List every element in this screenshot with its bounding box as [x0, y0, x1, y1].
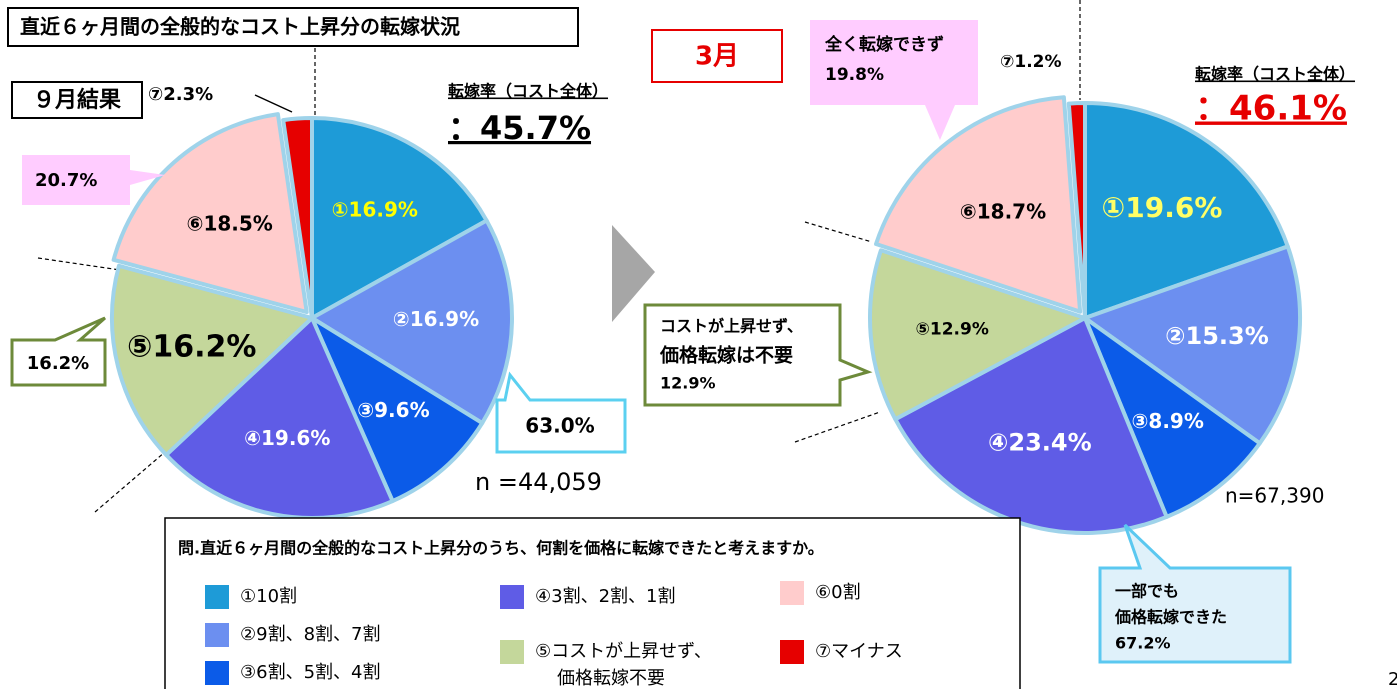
callout-text: 63.0%: [525, 414, 594, 438]
legend-label: ①10割: [240, 586, 297, 607]
legend-swatch: [500, 640, 524, 664]
legend-box: [164, 517, 1021, 689]
callout: [810, 20, 978, 140]
legend: ①10割 ②9割、8割、7割 ③6割、5割、4割 ④3割、2割、1割 ⑤コストが上昇せず…: [205, 581, 903, 689]
callout-text: 16.2%: [27, 353, 89, 374]
slice-label: ①19.6%: [1102, 191, 1223, 224]
callout: [495, 371, 627, 454]
pie-slice: [310, 116, 489, 320]
slice-label: ⑤12.9%: [915, 319, 988, 339]
callout-text: コストが上昇せず、: [660, 317, 803, 336]
slice-label: ⑤16.2%: [127, 330, 256, 365]
rate-title: 転嫁率（コスト全体）: [1195, 65, 1355, 84]
legend-label: ⑤コストが上昇せず、: [535, 641, 712, 662]
title: 直近６ヶ月間の全般的なコスト上昇分の転嫁状況: [20, 15, 460, 39]
pie-slice: [1066, 101, 1087, 320]
pie-slice: [164, 316, 395, 520]
decorations: [37, 0, 1081, 513]
chart-label: ９月結果: [33, 87, 121, 113]
slice-label: ④23.4%: [988, 428, 1092, 456]
pie-slice: [868, 248, 1087, 422]
slice-label: ④19.6%: [244, 426, 330, 450]
callout-text: 価格転嫁できた: [1114, 608, 1227, 627]
callout-text: 一部でも: [1115, 582, 1179, 601]
title-box: [7, 7, 579, 47]
callout: [1098, 523, 1292, 664]
slice-label: ②16.9%: [393, 307, 479, 331]
legend-swatch: [500, 585, 524, 609]
pies: ①16.9% ②16.9% ③9.6% ④19.6% ⑤16.2% ⑥18.5% ⑦2.3%…: [110, 52, 1302, 535]
legend-label: ②9割、8割、7割: [240, 624, 381, 645]
slice-label: ②15.3%: [1165, 322, 1269, 350]
pie-slice: [310, 218, 514, 426]
pie-slice: [111, 112, 309, 315]
slice-label: ⑥18.7%: [960, 199, 1046, 223]
slice-label: ⑦2.3%: [148, 84, 213, 105]
legend-label: ⑦マイナス: [815, 641, 903, 662]
n-label: n =44,059: [475, 468, 602, 496]
callout-text: 価格転嫁は不要: [659, 344, 793, 367]
chart-label: 3月: [695, 42, 739, 72]
legend-swatch: [780, 640, 804, 664]
legend-swatch: [205, 585, 229, 609]
callout: [22, 155, 165, 205]
arrow: [612, 225, 655, 322]
callout-text: 12.9%: [660, 374, 716, 393]
callout: [10, 316, 107, 387]
legend-label: ⑥0割: [815, 582, 861, 603]
label-box: [11, 81, 143, 119]
slice-label: ③9.6%: [357, 398, 429, 422]
slice-label: ⑥18.5%: [187, 212, 273, 236]
n-label: n=67,390: [1225, 484, 1324, 508]
slice-label: ③8.9%: [1131, 409, 1203, 433]
rate: ：45.7%: [448, 109, 591, 147]
leader-line: [254, 94, 293, 113]
legend-swatch: [205, 661, 229, 685]
legend-label: ③6割、5割、4割: [240, 662, 381, 683]
callout-text: 67.2%: [1115, 634, 1171, 653]
legend-label: ④3割、2割、1割: [535, 586, 676, 607]
legend-swatch: [780, 581, 804, 605]
legend-question: 問.直近６ヶ月間の全般的なコスト上昇分のうち、何割を価格に転嫁できたと考えますか…: [178, 539, 824, 558]
pie-slice: [110, 263, 314, 457]
pie-slice: [1083, 316, 1262, 519]
pie-slice: [1083, 244, 1302, 446]
pie-slice: [874, 95, 1083, 314]
legend-swatch: [205, 623, 229, 647]
rate-title: 転嫁率（コスト全体）: [448, 82, 608, 101]
slice-label: ⑦1.2%: [1000, 52, 1062, 72]
pie-slice: [310, 316, 485, 504]
callout: [643, 303, 873, 407]
label-box: [651, 29, 783, 83]
pie-slice: [281, 116, 314, 320]
slice-label: ①16.9%: [332, 198, 418, 222]
legend-label: 価格転嫁不要: [557, 668, 665, 689]
callout-text: 全く転嫁できず: [824, 34, 944, 55]
rate: ：46.1%: [1195, 89, 1347, 129]
callout-text: 19.8%: [825, 65, 884, 85]
callout-text: 20.7%: [35, 170, 97, 191]
page-number: 2: [1388, 669, 1397, 689]
